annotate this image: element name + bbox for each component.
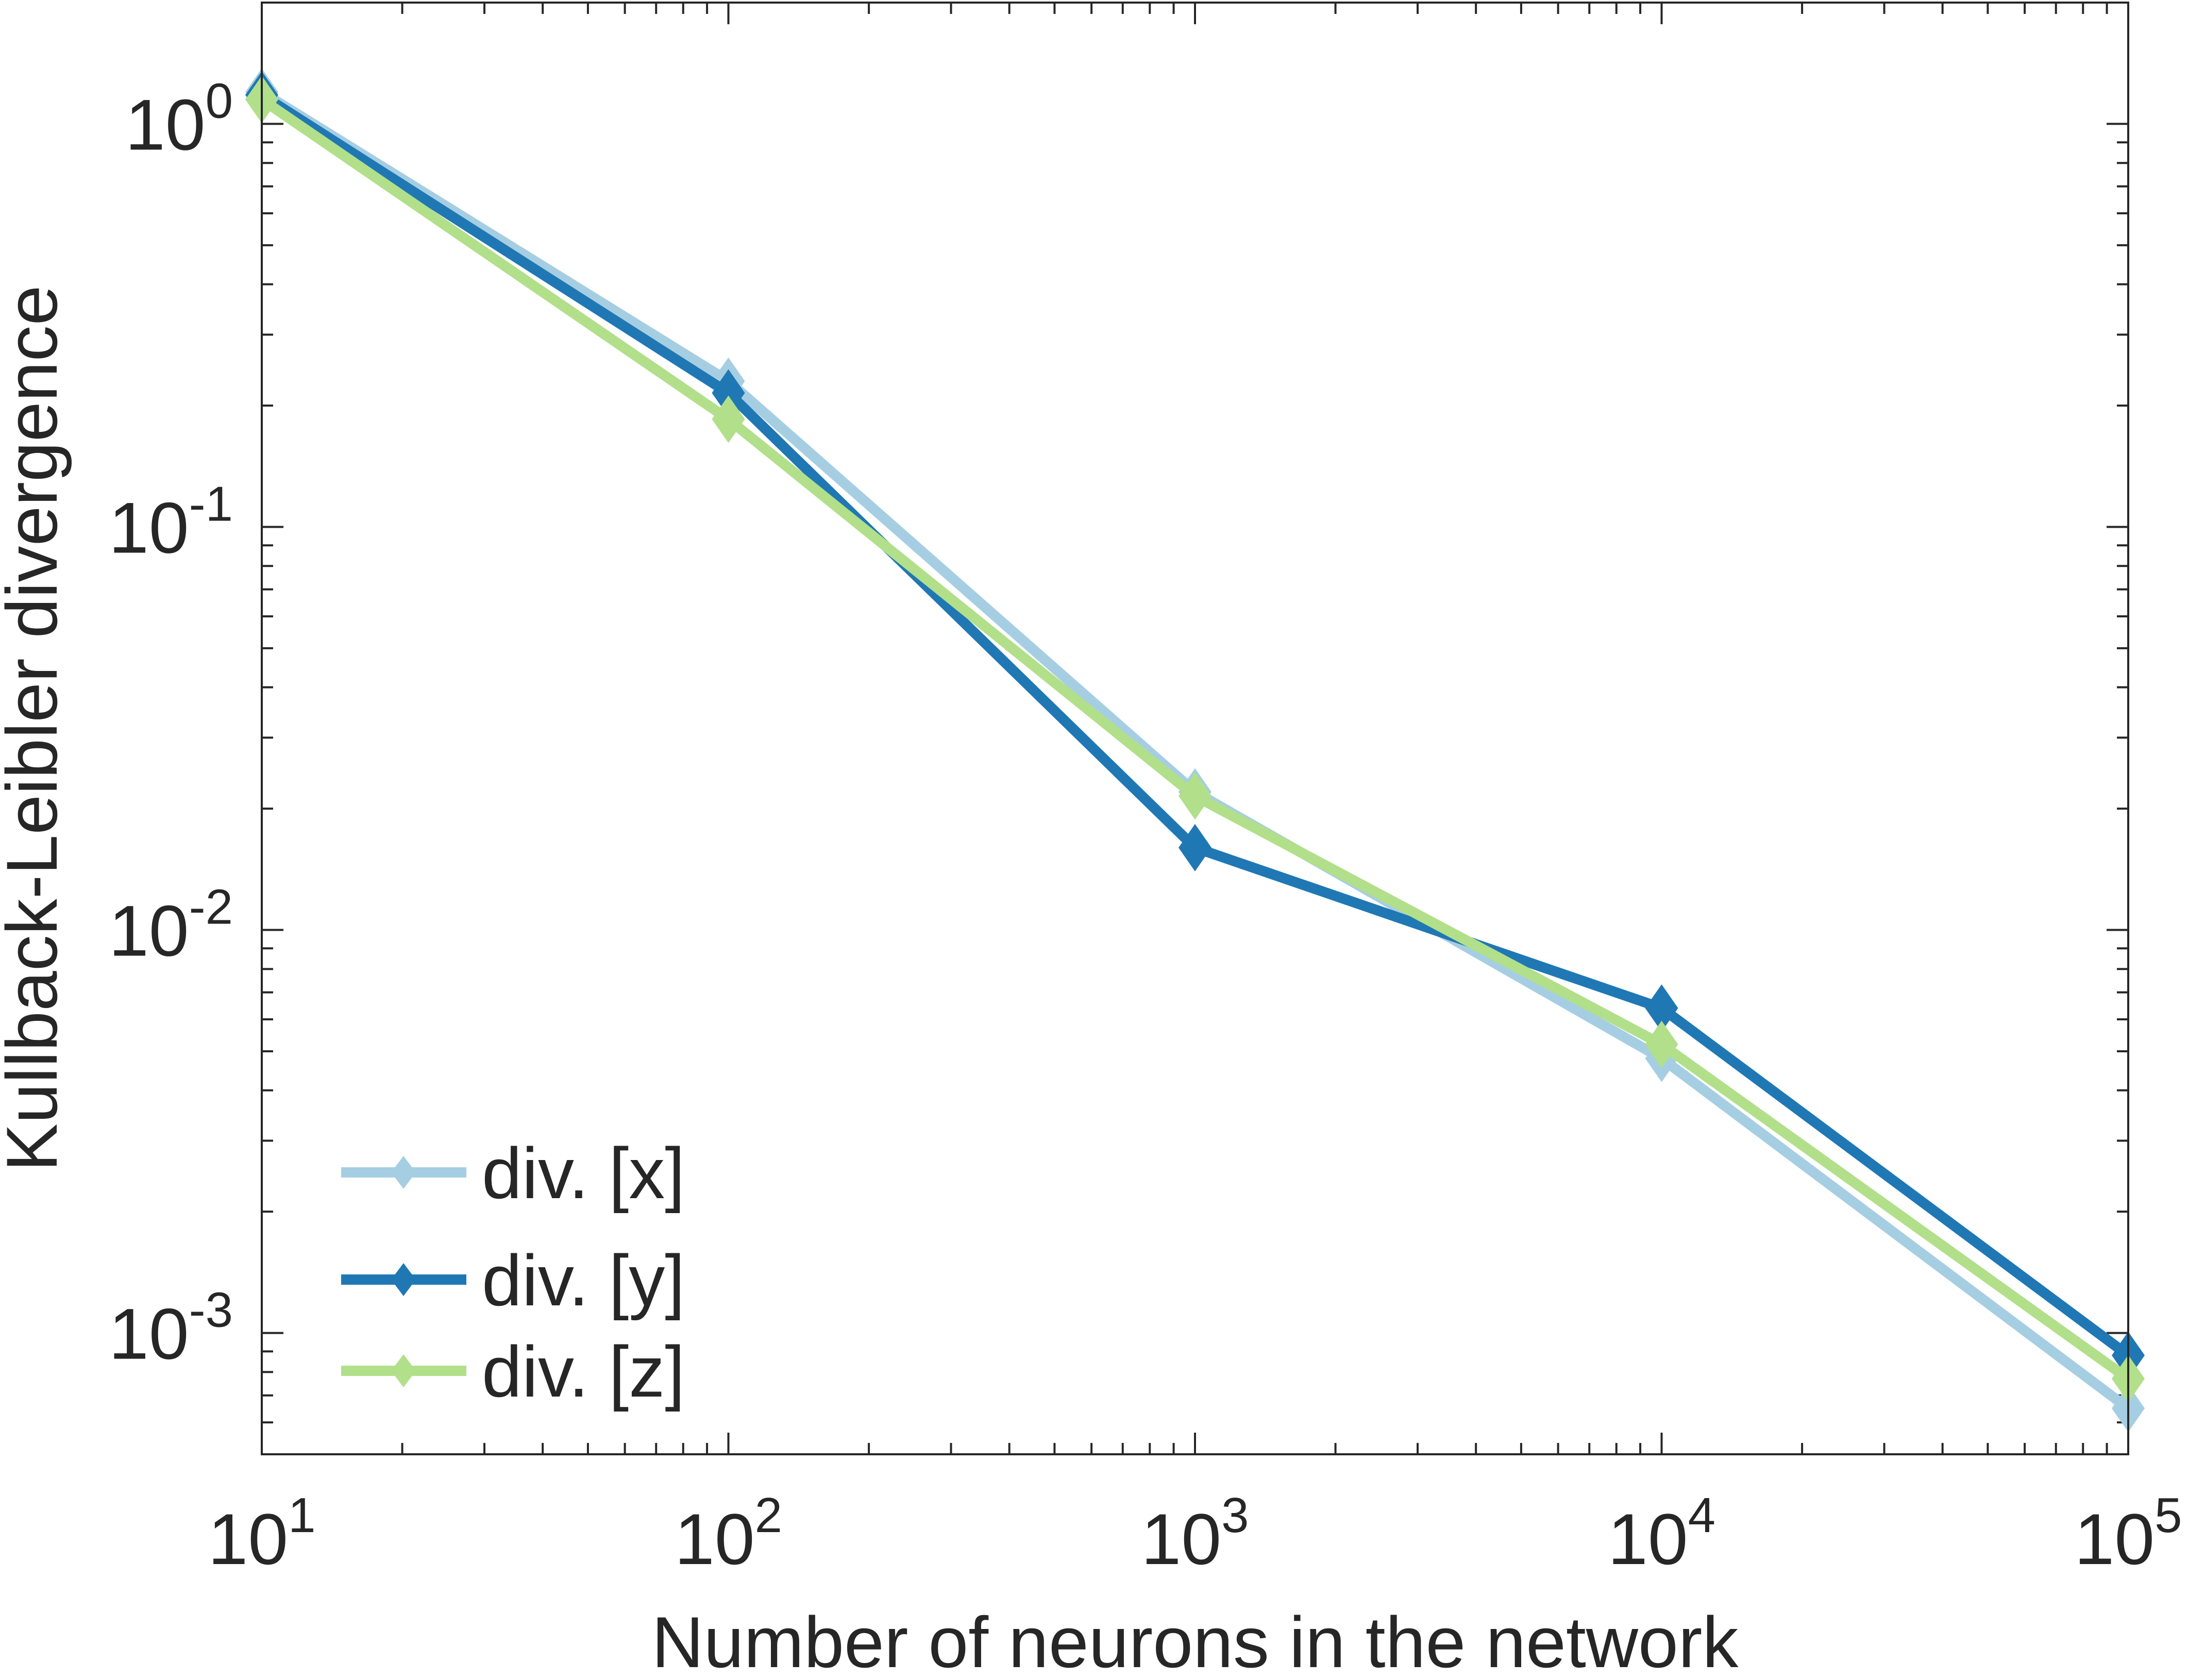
x-axis-label: Number of neurons in the network [652,1602,1739,1680]
x-tick-label-exponent: 1 [288,1488,315,1543]
y-tick-label: 10-2 [109,880,233,971]
x-tick-label-exponent: 5 [2155,1488,2182,1543]
y-axis-label: Kullback-Leibler divergence [0,285,72,1172]
legend-entry: div. [z] [341,1331,685,1412]
y-tick-label: 100 [125,73,233,165]
legend-label: div. [z] [482,1331,685,1412]
y-tick-label-exponent: -1 [189,476,233,531]
x-tick-label: 103 [1141,1488,1249,1580]
x-tick-label-base: 10 [2074,1499,2155,1580]
minor-ticks [262,2,2128,1455]
x-tick-label: 101 [208,1488,315,1580]
legend-marker [391,1263,416,1296]
x-tick-label-base: 10 [675,1499,755,1580]
x-tick-label-base: 10 [208,1499,288,1580]
y-tick-label-exponent: 0 [206,73,233,128]
data-point-marker [712,369,745,417]
y-tick-label: 10-3 [109,1283,233,1374]
legend-entry: div. [y] [341,1240,685,1321]
legend-marker [391,1156,416,1189]
y-tick-label-base: 10 [125,84,206,165]
legend: div. [x] div. [y] div. [z] [341,1133,685,1412]
x-tick-label-base: 10 [1608,1499,1688,1580]
x-tick-label: 102 [675,1488,782,1580]
x-tick-label: 105 [2074,1488,2182,1580]
plot-frame [261,2,2129,1455]
y-tick-label-base: 10 [109,1293,189,1374]
series-1 [245,68,2145,1432]
y-tick-label-base: 10 [109,891,189,971]
series-layer [245,68,2145,1432]
y-tick-label-base: 10 [109,487,189,568]
x-tick-label-base: 10 [1141,1499,1221,1580]
legend-entry: div. [x] [341,1133,685,1214]
data-point-marker [1179,772,1211,820]
legend-marker [391,1354,416,1387]
x-tick-label-exponent: 3 [1221,1488,1249,1543]
legend-label: div. [y] [482,1240,685,1321]
x-tick-labels: 101 102 103 104 105 [208,1488,2182,1580]
y-tick-label-exponent: -2 [189,880,233,935]
x-tick-label: 104 [1608,1488,1715,1580]
legend-label: div. [x] [482,1133,685,1214]
data-point-marker [712,395,745,443]
data-point-marker [1645,1020,1678,1068]
data-point-marker [1179,824,1211,871]
y-tick-label-exponent: -3 [189,1283,233,1338]
y-tick-label: 10-1 [109,476,233,568]
x-tick-label-exponent: 2 [755,1488,782,1543]
x-tick-label-exponent: 4 [1688,1488,1715,1543]
data-point-marker [1645,984,1678,1032]
major-ticks [261,3,2129,1454]
